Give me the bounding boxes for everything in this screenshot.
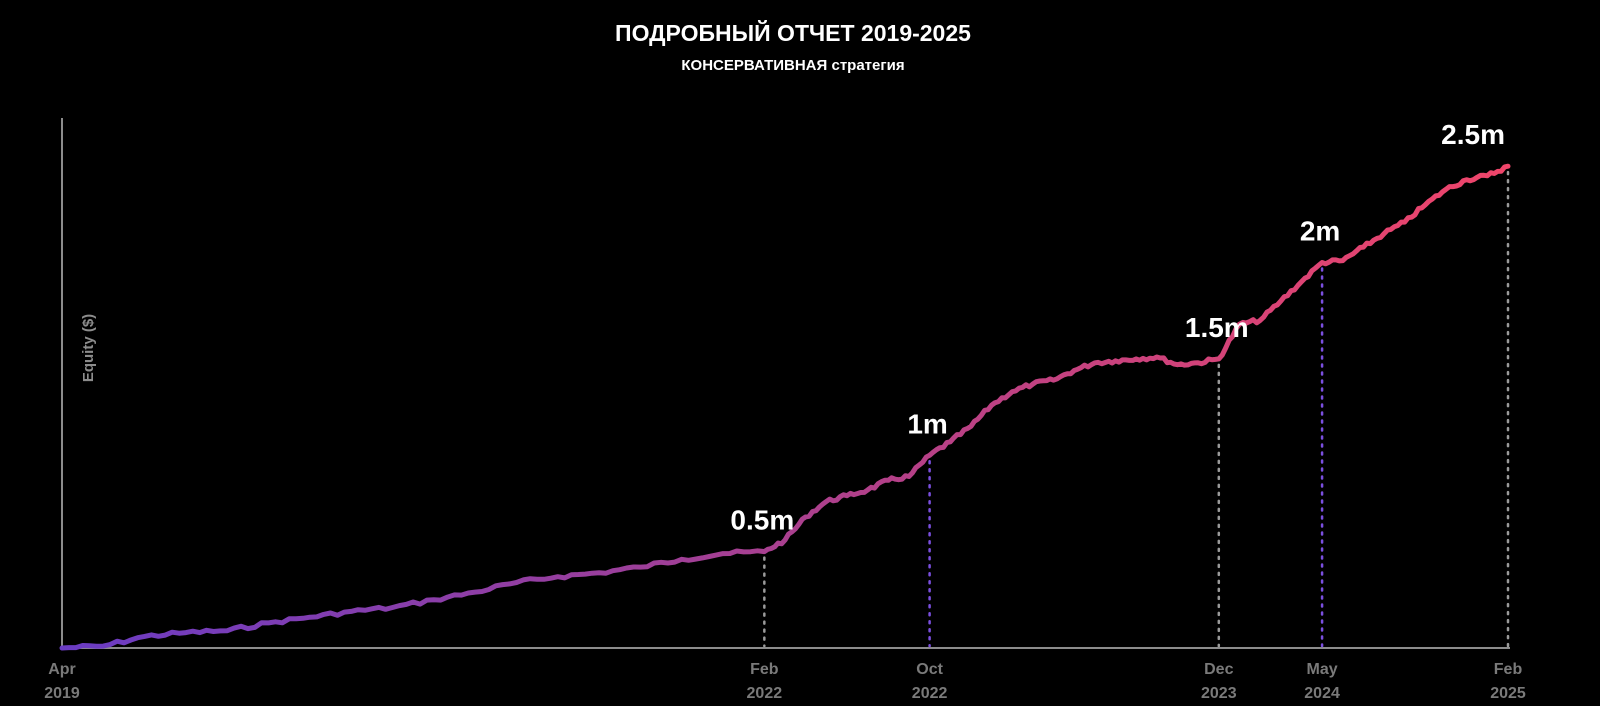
chart-title: ПОДРОБНЫЙ ОТЧЕТ 2019-2025 <box>615 19 971 46</box>
equity-line <box>59 163 1511 651</box>
x-tick-label-0-year: 2019 <box>44 685 80 702</box>
x-tick-label-3-month: Dec <box>1204 661 1233 678</box>
milestone-label-4: 2.5m <box>1441 119 1505 150</box>
milestone-labels: 0.5m 1m 1.5m 2m 2.5m <box>730 119 1505 535</box>
x-tick-label-3-year: 2023 <box>1201 685 1237 702</box>
x-tick-label-1-year: 2022 <box>747 685 783 702</box>
y-axis-label: Equity ($) <box>80 314 97 382</box>
chart-subtitle-strategy: КОНСЕРВАТИВНАЯ <box>681 57 827 74</box>
x-tick-label-2-month: Oct <box>916 661 943 678</box>
x-tick-label-4-month: May <box>1307 661 1338 678</box>
x-tick-label-2-year: 2022 <box>912 685 948 702</box>
equity-series <box>59 163 1511 651</box>
chart-subtitle-suffix: стратегия <box>827 57 904 74</box>
milestone-label-0: 0.5m <box>730 505 794 536</box>
x-tick-label-5-month: Feb <box>1494 661 1523 678</box>
milestone-guides <box>763 170 1510 648</box>
x-tick-label-1-month: Feb <box>750 661 779 678</box>
milestone-label-2: 1.5m <box>1185 312 1249 343</box>
milestone-label-1: 1m <box>907 408 947 439</box>
chart-subtitle: КОНСЕРВАТИВНАЯ стратегия <box>681 57 904 74</box>
x-tick-label-5-year: 2025 <box>1490 685 1526 702</box>
x-tick-label-0-month: Apr <box>48 661 76 678</box>
milestone-label-3: 2m <box>1300 216 1340 247</box>
x-tick-label-4-year: 2024 <box>1304 685 1340 702</box>
x-axis-ticks: Apr 2019 Feb 2022 Oct 2022 Dec 2023 May 2024 Feb 20… <box>44 661 1526 702</box>
